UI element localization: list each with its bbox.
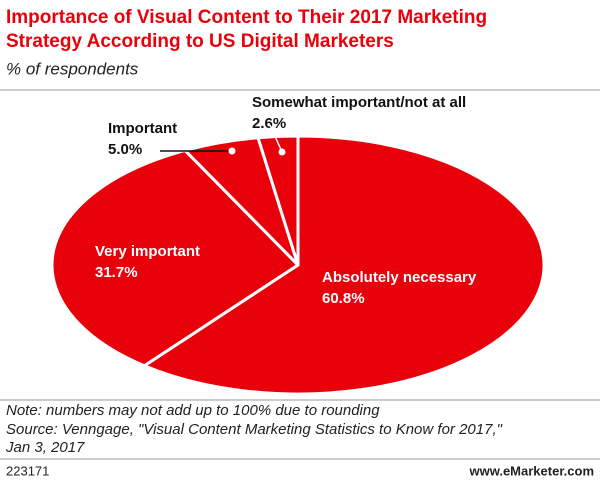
slice-label: Absolutely necessary xyxy=(322,269,477,286)
value-label: 2.6% xyxy=(252,115,286,132)
site: www.eMarketer.com xyxy=(468,463,594,478)
chart-title: Importance of Visual Content to Their 20… xyxy=(6,7,487,28)
leader-dot xyxy=(228,147,236,155)
source: Source: Venngage, "Visual Content Market… xyxy=(6,421,503,438)
leader-dot xyxy=(278,148,286,156)
chart-title: Strategy According to US Digital Markete… xyxy=(6,31,394,52)
value-label: 5.0% xyxy=(108,141,142,158)
note: Note: numbers may not add up to 100% due… xyxy=(6,402,380,419)
source: Jan 3, 2017 xyxy=(5,439,85,456)
chart-subtitle: % of respondents xyxy=(6,59,139,78)
slice-label: Somewhat important/not at all xyxy=(252,94,466,111)
leader-line xyxy=(269,124,283,153)
pie-slice xyxy=(142,134,546,396)
value-label: 31.7% xyxy=(95,264,138,281)
slice-label: Very important xyxy=(95,243,200,260)
chart-id: 223171 xyxy=(6,463,49,478)
pie xyxy=(50,134,546,396)
value-label: 60.8% xyxy=(322,290,365,307)
slice-label: Important xyxy=(108,120,177,137)
pie-slice xyxy=(256,134,300,267)
